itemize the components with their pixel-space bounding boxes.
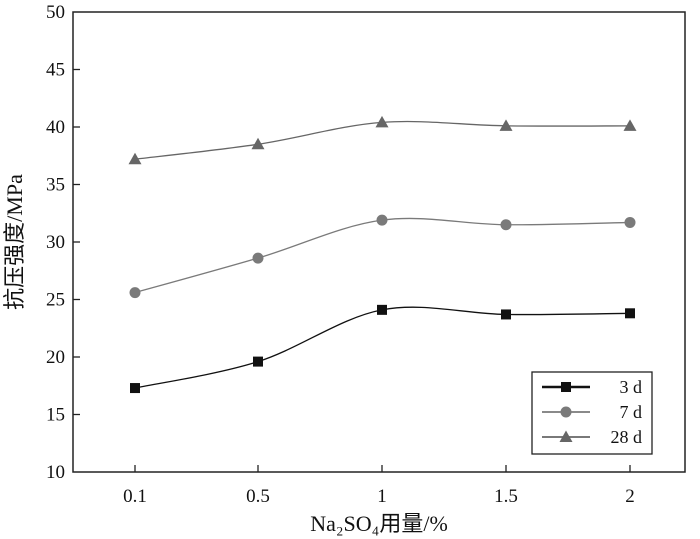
series-28d [128, 115, 637, 165]
legend: 3 d 7 d 28 d [531, 371, 653, 455]
legend-marker [559, 430, 573, 442]
series-line [134, 217, 631, 294]
data-point [500, 219, 512, 231]
legend-item: 3 d [542, 377, 642, 397]
data-point [129, 287, 141, 299]
x-tick-label: 0.1 [123, 486, 147, 507]
x-tick-label: 2 [625, 486, 635, 507]
legend-item: 28 d [542, 427, 642, 447]
y-tick-label: 30 [46, 232, 65, 253]
y-tick-label: 15 [46, 405, 65, 426]
data-point [376, 214, 388, 226]
data-point [253, 356, 263, 367]
y-tick-label: 40 [46, 117, 65, 138]
x-axis-title: Na₂SO₄用量/% [310, 511, 448, 536]
data-point [377, 304, 387, 315]
legend-marker [560, 406, 572, 418]
data-point [623, 119, 637, 131]
y-tick-label: 25 [46, 290, 65, 311]
data-point [624, 216, 636, 228]
y-axis-title: 抗压强度/MPa [2, 174, 27, 310]
y-tick-label: 10 [46, 462, 65, 483]
x-axis: 0.1 0.5 1 1.5 2 [123, 465, 635, 507]
y-tick-label: 45 [46, 60, 65, 81]
legend-label: 7 d [620, 402, 643, 422]
y-tick-label: 20 [46, 347, 65, 368]
data-point [499, 119, 513, 131]
legend-label: 28 d [611, 427, 643, 447]
x-tick-label: 1.5 [494, 486, 518, 507]
data-point [130, 383, 140, 394]
x-tick-label: 1 [377, 486, 387, 507]
legend-marker [561, 382, 571, 392]
series-layer [128, 115, 637, 394]
data-point [128, 152, 142, 165]
y-tick-label: 50 [46, 2, 65, 23]
legend-item: 7 d [542, 402, 642, 422]
y-tick-label: 35 [46, 175, 65, 196]
data-point [375, 115, 389, 128]
legend-box [531, 371, 653, 455]
data-point [625, 308, 635, 319]
series-7d [129, 214, 636, 299]
y-axis: 10 15 20 25 30 35 40 45 50 [46, 2, 80, 483]
data-point [252, 252, 264, 264]
x-tick-label: 0.5 [246, 486, 270, 507]
legend-label: 3 d [620, 377, 643, 397]
series-3d [130, 304, 635, 394]
data-point [501, 309, 511, 320]
data-point [251, 137, 265, 150]
